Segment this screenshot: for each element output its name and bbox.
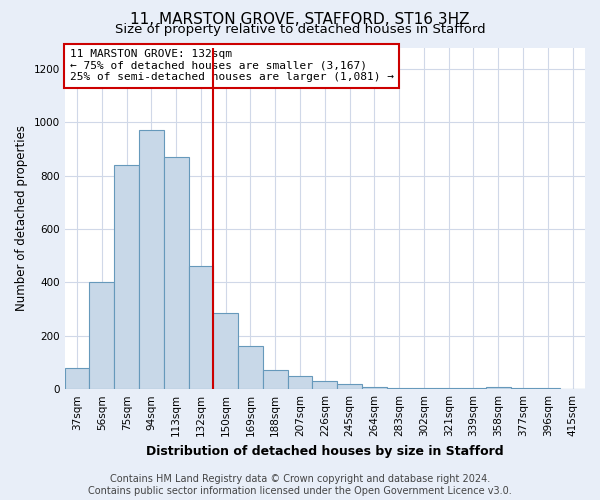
Bar: [65, 368, 89, 389]
Bar: [461, 388, 486, 389]
Bar: [114, 165, 139, 389]
Bar: [287, 376, 313, 389]
Y-axis label: Number of detached properties: Number of detached properties: [15, 126, 28, 312]
Bar: [313, 381, 337, 389]
Bar: [238, 346, 263, 389]
Bar: [89, 282, 114, 389]
Bar: [436, 388, 461, 389]
Text: 11, MARSTON GROVE, STAFFORD, ST16 3HZ: 11, MARSTON GROVE, STAFFORD, ST16 3HZ: [130, 12, 470, 28]
Text: Size of property relative to detached houses in Stafford: Size of property relative to detached ho…: [115, 24, 485, 36]
Bar: [263, 370, 287, 389]
Text: Contains HM Land Registry data © Crown copyright and database right 2024.
Contai: Contains HM Land Registry data © Crown c…: [88, 474, 512, 496]
Bar: [337, 384, 362, 389]
Bar: [412, 388, 436, 389]
Bar: [164, 157, 188, 389]
Bar: [188, 266, 214, 389]
X-axis label: Distribution of detached houses by size in Stafford: Distribution of detached houses by size …: [146, 444, 503, 458]
Bar: [362, 386, 387, 389]
Text: 11 MARSTON GROVE: 132sqm
← 75% of detached houses are smaller (3,167)
25% of sem: 11 MARSTON GROVE: 132sqm ← 75% of detach…: [70, 49, 394, 82]
Bar: [486, 387, 511, 389]
Bar: [535, 388, 560, 389]
Bar: [387, 388, 412, 389]
Bar: [511, 388, 535, 389]
Bar: [139, 130, 164, 389]
Bar: [214, 313, 238, 389]
